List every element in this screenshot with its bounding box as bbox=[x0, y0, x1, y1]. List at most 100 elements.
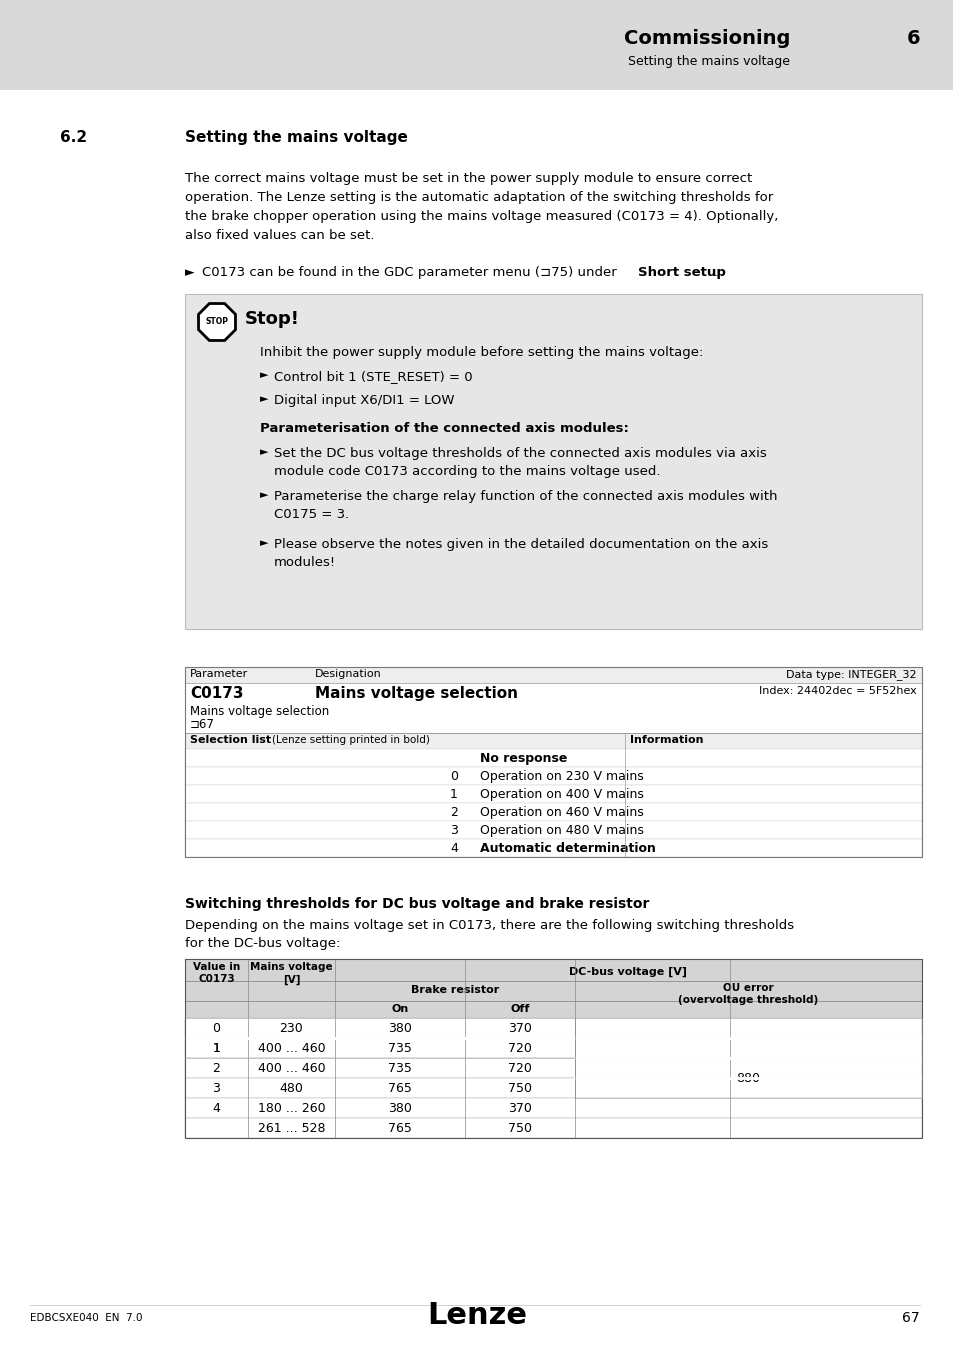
Text: ►: ► bbox=[185, 266, 194, 279]
Bar bbox=[185, 667, 921, 857]
Text: Data type: INTEGER_32: Data type: INTEGER_32 bbox=[785, 670, 916, 680]
FancyBboxPatch shape bbox=[185, 294, 921, 629]
FancyBboxPatch shape bbox=[185, 958, 921, 981]
Text: Stop!: Stop! bbox=[245, 310, 299, 328]
Text: operation. The Lenze setting is the automatic adaptation of the switching thresh: operation. The Lenze setting is the auto… bbox=[185, 190, 773, 204]
Text: Operation on 460 V mains: Operation on 460 V mains bbox=[479, 806, 643, 819]
Text: 1: 1 bbox=[213, 1041, 220, 1054]
FancyBboxPatch shape bbox=[185, 838, 921, 857]
Text: 720: 720 bbox=[508, 1041, 532, 1054]
FancyBboxPatch shape bbox=[185, 1098, 921, 1118]
Text: 6.2: 6.2 bbox=[60, 130, 87, 144]
Text: 230: 230 bbox=[279, 1022, 303, 1035]
FancyBboxPatch shape bbox=[185, 821, 921, 838]
Text: modules!: modules! bbox=[274, 556, 335, 568]
Text: 1: 1 bbox=[450, 788, 457, 801]
Text: 2: 2 bbox=[450, 806, 457, 819]
Text: 180 ... 260: 180 ... 260 bbox=[257, 1102, 325, 1115]
Text: Parameter: Parameter bbox=[190, 670, 248, 679]
Text: 750: 750 bbox=[507, 1081, 532, 1095]
FancyBboxPatch shape bbox=[185, 1018, 921, 1038]
Text: 880: 880 bbox=[736, 1072, 760, 1084]
Text: the brake chopper operation using the mains voltage measured (C0173 = 4). Option: the brake chopper operation using the ma… bbox=[185, 211, 778, 223]
Text: Designation: Designation bbox=[314, 670, 381, 679]
FancyBboxPatch shape bbox=[185, 667, 921, 683]
Text: 1: 1 bbox=[213, 1042, 220, 1054]
Text: Operation on 230 V mains: Operation on 230 V mains bbox=[479, 769, 643, 783]
Text: Information: Information bbox=[629, 734, 702, 745]
Text: 4: 4 bbox=[213, 1102, 220, 1115]
Text: C0175 = 3.: C0175 = 3. bbox=[274, 508, 349, 521]
Text: C0173: C0173 bbox=[190, 686, 243, 701]
Text: Parameterisation of the connected axis modules:: Parameterisation of the connected axis m… bbox=[260, 423, 628, 435]
Text: Mains voltage selection: Mains voltage selection bbox=[314, 686, 517, 701]
Text: 4: 4 bbox=[450, 842, 457, 855]
Text: ►: ► bbox=[260, 370, 268, 379]
Text: Mains voltage selection: Mains voltage selection bbox=[190, 705, 329, 718]
Text: The correct mains voltage must be set in the power supply module to ensure corre: The correct mains voltage must be set in… bbox=[185, 171, 752, 185]
Text: Control bit 1 (STE_RESET) = 0: Control bit 1 (STE_RESET) = 0 bbox=[274, 370, 472, 383]
Text: EDBCSXE040  EN  7.0: EDBCSXE040 EN 7.0 bbox=[30, 1314, 142, 1323]
FancyBboxPatch shape bbox=[185, 1058, 921, 1079]
Text: 400 ... 460: 400 ... 460 bbox=[257, 1062, 325, 1075]
FancyBboxPatch shape bbox=[185, 1118, 921, 1138]
Text: Commissioning: Commissioning bbox=[623, 28, 789, 47]
FancyBboxPatch shape bbox=[185, 733, 921, 749]
Text: 720: 720 bbox=[508, 1062, 532, 1075]
Text: ⊐67: ⊐67 bbox=[190, 718, 214, 730]
Text: Automatic determination: Automatic determination bbox=[479, 842, 656, 855]
Text: Brake resistor: Brake resistor bbox=[411, 986, 498, 995]
Bar bbox=[185, 958, 921, 1138]
Text: 735: 735 bbox=[388, 1062, 412, 1075]
Text: 750: 750 bbox=[507, 1122, 532, 1135]
Text: ►: ► bbox=[260, 394, 268, 404]
FancyBboxPatch shape bbox=[185, 1000, 921, 1018]
Text: 261 ... 528: 261 ... 528 bbox=[257, 1122, 325, 1135]
Text: On: On bbox=[391, 1004, 408, 1014]
Text: OU error
(overvoltage threshold): OU error (overvoltage threshold) bbox=[678, 983, 818, 1004]
Text: 765: 765 bbox=[388, 1081, 412, 1095]
Text: 380: 380 bbox=[388, 1022, 412, 1035]
Text: for the DC-bus voltage:: for the DC-bus voltage: bbox=[185, 937, 340, 950]
Text: also fixed values can be set.: also fixed values can be set. bbox=[185, 230, 375, 242]
Text: 480: 480 bbox=[279, 1081, 303, 1095]
FancyBboxPatch shape bbox=[185, 1079, 921, 1098]
Text: 3: 3 bbox=[450, 824, 457, 837]
Text: module code C0173 according to the mains voltage used.: module code C0173 according to the mains… bbox=[274, 464, 659, 478]
Text: Setting the mains voltage: Setting the mains voltage bbox=[185, 130, 408, 144]
FancyBboxPatch shape bbox=[185, 981, 921, 1000]
Text: 3: 3 bbox=[213, 1081, 220, 1095]
Text: 0: 0 bbox=[213, 1022, 220, 1035]
FancyBboxPatch shape bbox=[185, 749, 921, 767]
Text: 6: 6 bbox=[905, 28, 919, 47]
Polygon shape bbox=[198, 304, 235, 340]
Text: (Lenze setting printed in bold): (Lenze setting printed in bold) bbox=[272, 734, 430, 745]
Text: ►: ► bbox=[260, 490, 268, 500]
Text: 400 ... 460: 400 ... 460 bbox=[257, 1041, 325, 1054]
Text: ►: ► bbox=[260, 447, 268, 458]
Text: 380: 380 bbox=[388, 1102, 412, 1115]
Text: Index: 24402dec = 5F52hex: Index: 24402dec = 5F52hex bbox=[759, 686, 916, 697]
Text: Selection list: Selection list bbox=[190, 734, 274, 745]
Text: 2: 2 bbox=[213, 1062, 220, 1075]
Text: Digital input X6/DI1 = LOW: Digital input X6/DI1 = LOW bbox=[274, 394, 454, 406]
FancyBboxPatch shape bbox=[185, 784, 921, 803]
Text: 370: 370 bbox=[508, 1022, 532, 1035]
FancyBboxPatch shape bbox=[185, 1038, 921, 1058]
Text: Depending on the mains voltage set in C0173, there are the following switching t: Depending on the mains voltage set in C0… bbox=[185, 919, 793, 931]
FancyBboxPatch shape bbox=[0, 0, 953, 90]
Text: C0173 can be found in the GDC parameter menu (⊐75) under: C0173 can be found in the GDC parameter … bbox=[202, 266, 620, 279]
Text: DC-bus voltage [V]: DC-bus voltage [V] bbox=[569, 967, 687, 977]
Text: No response: No response bbox=[479, 752, 567, 765]
FancyBboxPatch shape bbox=[185, 767, 921, 784]
Text: Operation on 400 V mains: Operation on 400 V mains bbox=[479, 788, 643, 801]
Text: Parameterise the charge relay function of the connected axis modules with: Parameterise the charge relay function o… bbox=[274, 490, 777, 504]
Text: Short setup: Short setup bbox=[638, 266, 725, 279]
Text: 67: 67 bbox=[902, 1311, 919, 1324]
Text: ►: ► bbox=[260, 539, 268, 548]
Text: Please observe the notes given in the detailed documentation on the axis: Please observe the notes given in the de… bbox=[274, 539, 767, 551]
Text: Inhibit the power supply module before setting the mains voltage:: Inhibit the power supply module before s… bbox=[260, 346, 702, 359]
Text: Operation on 480 V mains: Operation on 480 V mains bbox=[479, 824, 643, 837]
FancyBboxPatch shape bbox=[185, 803, 921, 821]
Text: Lenze: Lenze bbox=[427, 1301, 526, 1331]
